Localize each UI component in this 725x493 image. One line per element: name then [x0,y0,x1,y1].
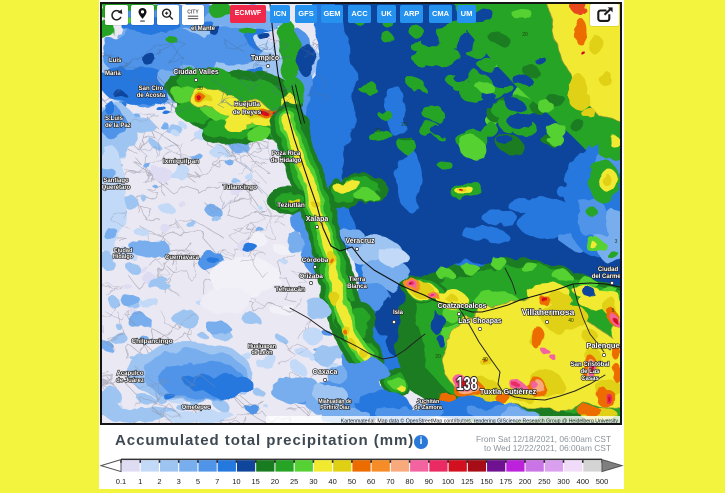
svg-text:Villahermosa: Villahermosa [522,307,575,317]
svg-text:30: 30 [197,86,203,92]
svg-text:Teziutlán: Teziutlán [277,202,305,209]
svg-text:40: 40 [568,318,574,324]
svg-text:Huejutla: Huejutla [234,101,260,108]
svg-text:Chilpancingo: Chilpancingo [131,338,172,345]
svg-text:20: 20 [435,354,441,360]
svg-text:Córdoba: Córdoba [302,257,329,264]
svg-text:Oaxaca: Oaxaca [313,369,338,376]
svg-text:5: 5 [196,477,200,486]
svg-text:Veracruz: Veracruz [345,238,375,245]
svg-text:138: 138 [457,374,478,394]
svg-text:400: 400 [577,477,590,486]
svg-text:Porfirio Díaz: Porfirio Díaz [320,405,350,411]
svg-text:20: 20 [401,122,407,128]
svg-text:40: 40 [328,477,336,486]
svg-text:1: 1 [138,477,142,486]
svg-text:Orizaba: Orizaba [299,273,323,280]
svg-text:Huajuapan: Huajuapan [248,344,277,350]
svg-text:100: 100 [442,477,455,486]
svg-text:San Cristóbal: San Cristóbal [571,362,610,368]
svg-text:3: 3 [177,477,181,486]
svg-text:500: 500 [596,477,609,486]
svg-text:30: 30 [309,477,317,486]
svg-text:175: 175 [500,477,513,486]
svg-text:Casas: Casas [581,376,599,382]
svg-text:15: 15 [252,477,260,486]
svg-text:Tulancingo: Tulancingo [223,184,257,191]
svg-text:3: 3 [615,239,618,245]
svg-text:Tehuacán: Tehuacán [275,286,305,293]
svg-text:0.1: 0.1 [116,477,126,486]
svg-text:de la Paz: de la Paz [105,123,131,129]
svg-text:Acapulco: Acapulco [116,371,143,377]
svg-text:300: 300 [557,477,570,486]
svg-text:de Reyes: de Reyes [233,109,262,116]
svg-text:de Juárez: de Juárez [116,378,144,384]
svg-text:40: 40 [482,357,488,363]
svg-text:Las Choapas: Las Choapas [458,318,502,325]
svg-text:del Carmen: del Carmen [592,274,620,280]
svg-text:Santiago: Santiago [103,178,129,184]
svg-text:70: 70 [386,477,394,486]
svg-text:CITY: CITY [187,10,199,16]
svg-text:Tierra: Tierra [349,277,366,283]
svg-text:20: 20 [271,477,279,486]
svg-text:Coatzacoalcos: Coatzacoalcos [437,303,486,310]
svg-text:200: 200 [519,477,532,486]
svg-text:Kartenmaterial: Map data © Ope: Kartenmaterial: Map data © OpenStreetMap… [341,418,619,424]
svg-text:125: 125 [461,477,474,486]
svg-text:Tuxtla Gutiérrez: Tuxtla Gutiérrez [480,387,537,396]
svg-text:Tampico: Tampico [251,55,279,62]
svg-text:250: 250 [538,477,551,486]
svg-text:Xalapa: Xalapa [306,216,329,223]
svg-text:Ciudad: Ciudad [114,248,133,254]
svg-text:80: 80 [405,477,413,486]
svg-text:Palenque: Palenque [586,341,619,350]
svg-text:Ciudad Valles: Ciudad Valles [173,69,219,76]
svg-text:Blanca: Blanca [347,284,367,290]
svg-text:el Mante: el Mante [191,26,216,32]
svg-text:Ixmiquilpan: Ixmiquilpan [163,158,199,165]
svg-text:60: 60 [367,477,375,486]
svg-text:7: 7 [215,477,219,486]
svg-text:Poza Rica: Poza Rica [272,151,301,157]
svg-text:de Zamora: de Zamora [414,405,443,411]
svg-text:Juchitán: Juchitán [417,399,440,405]
svg-text:10: 10 [232,477,240,486]
svg-text:Cuernavaca: Cuernavaca [165,255,200,261]
svg-text:2: 2 [157,477,161,486]
svg-text:90: 90 [425,477,433,486]
svg-text:María: María [105,71,121,77]
svg-text:Ometepec: Ometepec [181,405,211,411]
svg-text:de Las: de Las [580,369,600,375]
svg-text:5: 5 [612,308,615,314]
svg-text:Hidalgo: Hidalgo [113,254,134,260]
svg-text:20: 20 [522,32,528,38]
svg-text:20: 20 [375,128,381,134]
svg-text:150: 150 [480,477,493,486]
svg-text:de Acosta: de Acosta [137,93,166,99]
svg-text:25: 25 [290,477,298,486]
svg-text:Querétaro: Querétaro [102,185,131,191]
svg-text:San Ciro: San Ciro [139,86,164,92]
svg-text:Miahuatlán de: Miahuatlán de [318,399,352,405]
svg-text:Luís: Luís [109,58,122,64]
svg-text:de León: de León [251,350,273,356]
svg-text:S.Luis: S.Luis [105,116,124,122]
svg-text:50: 50 [348,477,356,486]
svg-text:de Hidalgo: de Hidalgo [271,158,302,164]
svg-text:Isla: Isla [393,310,404,316]
svg-text:Ciudad: Ciudad [598,267,619,273]
